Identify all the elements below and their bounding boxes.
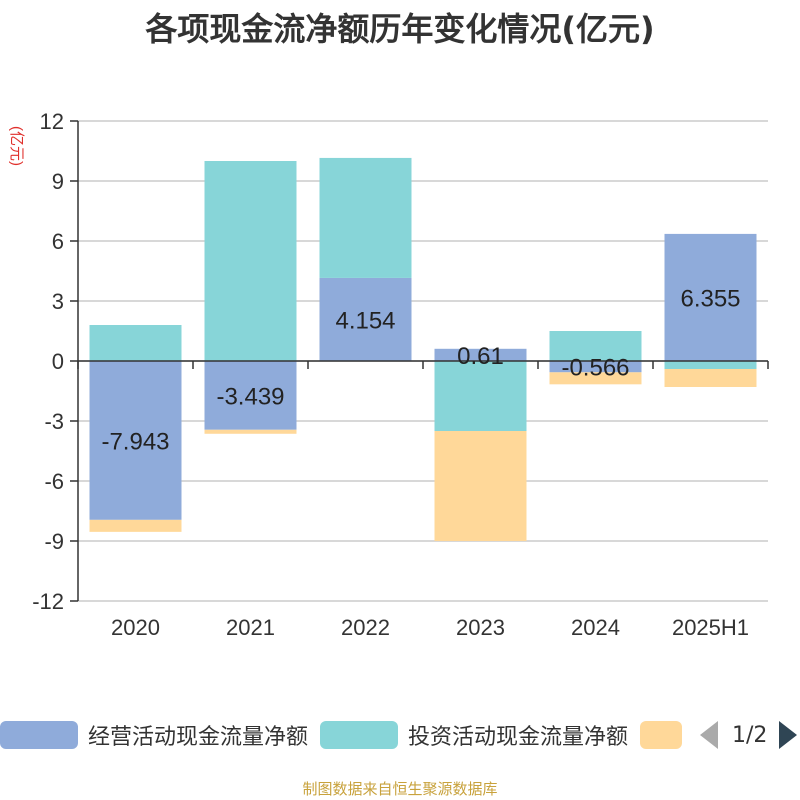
legend-item-financing[interactable] (640, 718, 682, 752)
data-labels: -7.943 -3.439 4.154 0.61 -0.566 6.355 (101, 285, 740, 455)
y-tick-label: -6 (44, 469, 64, 494)
source-note: 制图数据来自恒生聚源数据库 (302, 780, 498, 798)
axes: -12 -9 -6 -3 0 3 6 9 12 2020 2021 2022 2023 2024 2025H… (32, 109, 769, 640)
x-tick-label: 2024 (571, 615, 620, 640)
x-tick-label: 2025H1 (672, 615, 749, 640)
data-label-2021: -3.439 (216, 383, 284, 410)
data-label-2025H1: 6.355 (680, 285, 740, 312)
bar-series-0-2021[interactable] (204, 361, 297, 430)
y-tick-label: 6 (52, 229, 64, 254)
bar-series-1-2023[interactable] (434, 361, 527, 431)
legend-swatch-investing (320, 721, 398, 749)
x-tick-label: 2021 (226, 615, 275, 640)
bar-series-2-2025H1[interactable] (664, 369, 757, 387)
pager-prev-icon[interactable] (700, 721, 718, 749)
bar-series-1-2024[interactable] (549, 331, 642, 361)
bar-series-1-2020[interactable] (89, 325, 182, 361)
data-label-2020: -7.943 (101, 428, 169, 455)
legend-swatch-operating (0, 721, 78, 749)
bar-series-2-2023[interactable] (434, 431, 527, 541)
bar-series-0-2025H1[interactable] (664, 233, 757, 361)
bar-series-0-2022[interactable] (319, 277, 412, 361)
legend-pager: 1/2 (700, 718, 798, 752)
y-tick-label: 0 (52, 349, 64, 374)
bar-series-1-2025H1[interactable] (664, 361, 757, 369)
y-tick-label: 12 (40, 109, 64, 134)
bar-series-0-2023[interactable] (434, 348, 527, 361)
data-label-2024: -0.566 (561, 355, 629, 382)
bar-series-2-2020[interactable] (89, 519, 182, 532)
pager-page-indicator: 1/2 (732, 722, 768, 748)
legend-item-investing[interactable]: 投资活动现金流量净额 (320, 718, 628, 752)
y-tick-label: 9 (52, 169, 64, 194)
y-tick-label: -3 (44, 409, 64, 434)
bar-series-2-2021[interactable] (204, 429, 297, 434)
y-tick-label: -9 (44, 529, 64, 554)
bar-series-1-2022[interactable] (319, 157, 412, 278)
y-tick-label: -12 (32, 589, 64, 614)
chart-title: 各项现金流净额历年变化情况(亿元) (145, 10, 655, 48)
legend-label-operating: 经营活动现金流量净额 (88, 725, 309, 750)
legend-swatch-financing (640, 721, 682, 749)
legend-item-operating[interactable]: 经营活动现金流量净额 (0, 718, 308, 752)
x-tick-label: 2020 (111, 615, 160, 640)
bar-series-1-2021[interactable] (204, 161, 297, 361)
y-tick-label: 3 (52, 289, 64, 314)
pager-next-icon[interactable] (779, 721, 798, 749)
bar-series-0-2020[interactable] (89, 361, 182, 520)
bar-series-2-2024[interactable] (549, 372, 642, 385)
bars (89, 157, 757, 541)
grid-lines (78, 120, 768, 602)
x-tick-label: 2022 (341, 615, 390, 640)
y-axis-unit-label: (亿元) (8, 126, 25, 166)
data-label-2022: 4.154 (335, 307, 395, 334)
legend-label-investing: 投资活动现金流量净额 (408, 725, 629, 750)
bar-series-0-2024[interactable] (549, 361, 642, 373)
data-label-2023: 0.61 (457, 343, 504, 370)
x-tick-label: 2023 (456, 615, 505, 640)
